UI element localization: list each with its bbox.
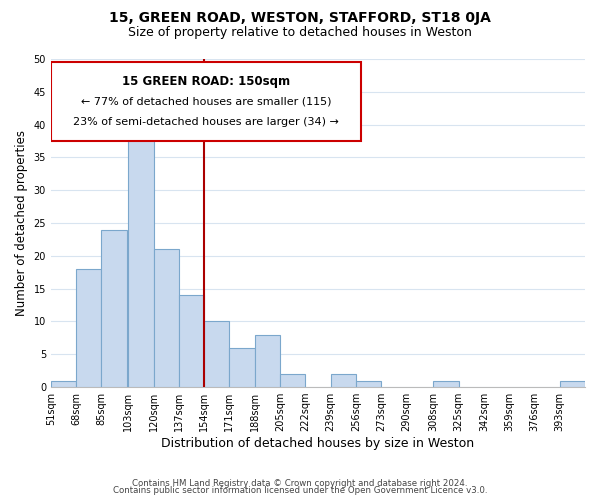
Bar: [179, 295, 204, 387]
Bar: [331, 374, 356, 387]
Bar: [51, 380, 76, 387]
Bar: [433, 380, 458, 387]
Bar: [154, 250, 179, 387]
Bar: [128, 124, 154, 387]
Bar: [255, 334, 280, 387]
Bar: [204, 322, 229, 387]
Y-axis label: Number of detached properties: Number of detached properties: [15, 130, 28, 316]
Text: 15, GREEN ROAD, WESTON, STAFFORD, ST18 0JA: 15, GREEN ROAD, WESTON, STAFFORD, ST18 0…: [109, 11, 491, 25]
Text: ← 77% of detached houses are smaller (115): ← 77% of detached houses are smaller (11…: [80, 96, 331, 106]
Bar: [229, 348, 255, 387]
X-axis label: Distribution of detached houses by size in Weston: Distribution of detached houses by size …: [161, 437, 475, 450]
Text: Size of property relative to detached houses in Weston: Size of property relative to detached ho…: [128, 26, 472, 39]
Bar: [101, 230, 127, 387]
FancyBboxPatch shape: [51, 62, 361, 141]
Text: 15 GREEN ROAD: 150sqm: 15 GREEN ROAD: 150sqm: [122, 75, 290, 88]
Bar: [76, 269, 101, 387]
Bar: [280, 374, 305, 387]
Text: Contains HM Land Registry data © Crown copyright and database right 2024.: Contains HM Land Registry data © Crown c…: [132, 478, 468, 488]
Bar: [560, 380, 585, 387]
Text: 23% of semi-detached houses are larger (34) →: 23% of semi-detached houses are larger (…: [73, 117, 339, 127]
Text: Contains public sector information licensed under the Open Government Licence v3: Contains public sector information licen…: [113, 486, 487, 495]
Bar: [356, 380, 381, 387]
